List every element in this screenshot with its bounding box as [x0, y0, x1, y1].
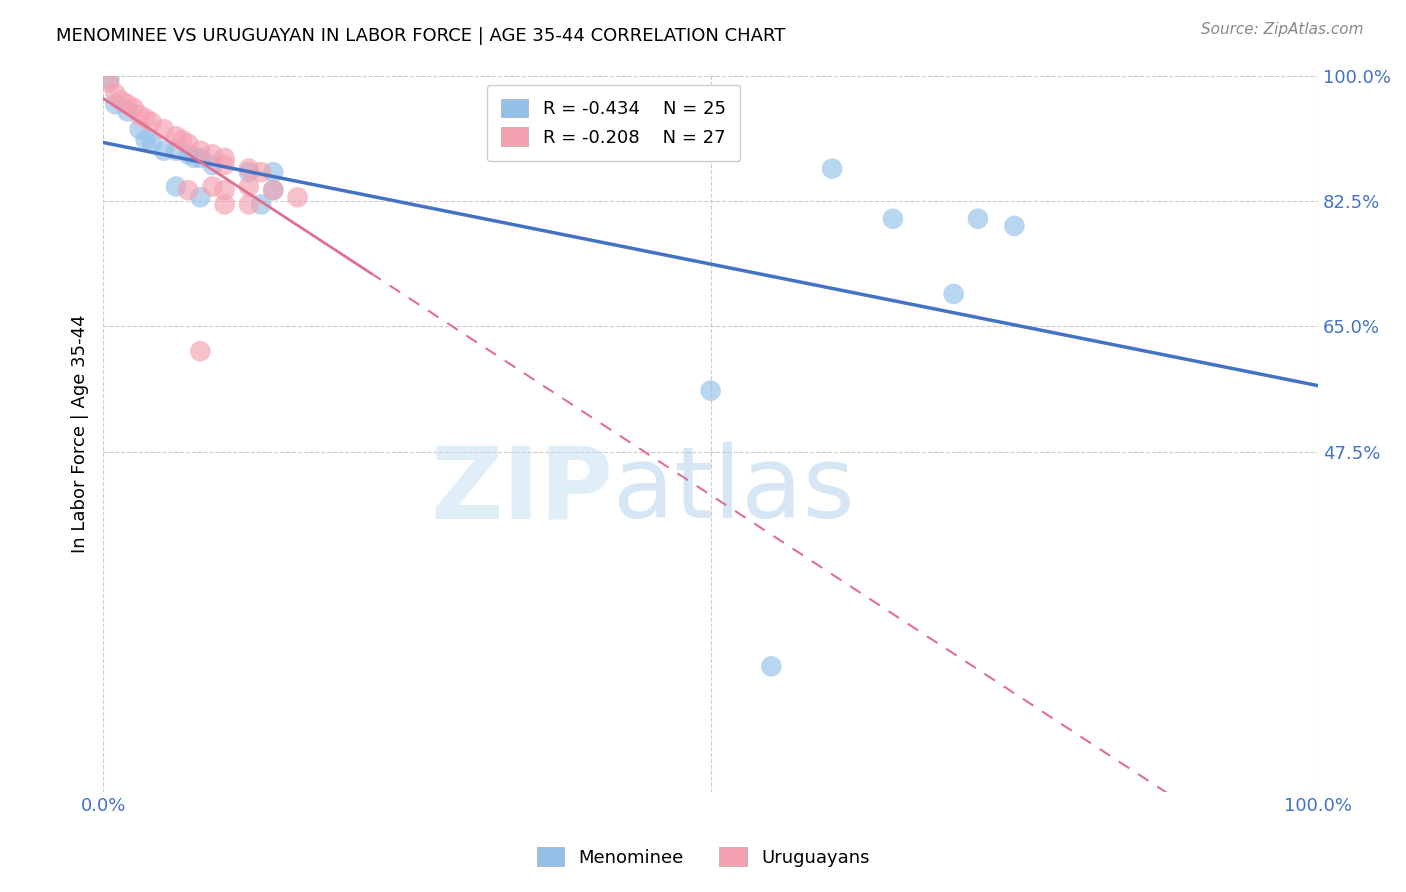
Point [238, 179, 260, 194]
Point [250, 165, 273, 179]
Point [165, 129, 187, 144]
Legend: Menominee, Uruguayans: Menominee, Uruguayans [529, 840, 877, 874]
Point [214, 183, 236, 197]
Point [262, 165, 284, 179]
Point [104, 87, 127, 101]
Point [98, 72, 121, 87]
Point [153, 122, 176, 136]
Y-axis label: In Labor Force | Age 35-44: In Labor Force | Age 35-44 [72, 314, 89, 553]
Text: Source: ZipAtlas.com: Source: ZipAtlas.com [1201, 22, 1364, 37]
Text: MENOMINEE VS URUGUAYAN IN LABOR FORCE | AGE 35-44 CORRELATION CHART: MENOMINEE VS URUGUAYAN IN LABOR FORCE | … [56, 27, 786, 45]
Point [110, 94, 132, 108]
Point [1002, 219, 1025, 233]
Point [761, 659, 783, 673]
Point [117, 97, 139, 112]
Point [214, 151, 236, 165]
Point [172, 133, 194, 147]
Point [201, 158, 224, 172]
Point [141, 136, 163, 151]
Point [177, 147, 200, 161]
Point [699, 384, 721, 398]
Point [98, 76, 121, 90]
Text: ZIP: ZIP [430, 442, 613, 540]
Point [238, 161, 260, 176]
Point [262, 183, 284, 197]
Point [104, 97, 127, 112]
Point [141, 115, 163, 129]
Legend: R = -0.434    N = 25, R = -0.208    N = 27: R = -0.434 N = 25, R = -0.208 N = 27 [486, 85, 740, 161]
Point [188, 190, 211, 204]
Point [122, 101, 145, 115]
Point [188, 344, 211, 359]
Point [188, 151, 211, 165]
Point [165, 144, 187, 158]
Point [821, 161, 844, 176]
Point [165, 179, 187, 194]
Point [250, 197, 273, 211]
Point [287, 190, 309, 204]
Point [117, 104, 139, 119]
Text: atlas: atlas [613, 442, 855, 540]
Point [201, 179, 224, 194]
Point [238, 197, 260, 211]
Point [177, 136, 200, 151]
Point [214, 158, 236, 172]
Point [967, 211, 990, 226]
Point [183, 151, 205, 165]
Point [882, 211, 904, 226]
Point [128, 122, 150, 136]
Point [153, 144, 176, 158]
Point [188, 144, 211, 158]
Point [177, 183, 200, 197]
Point [135, 133, 157, 147]
Point [942, 287, 965, 301]
Point [201, 147, 224, 161]
Point [238, 165, 260, 179]
Point [128, 108, 150, 122]
Point [262, 183, 284, 197]
Point [214, 197, 236, 211]
Point [135, 112, 157, 126]
